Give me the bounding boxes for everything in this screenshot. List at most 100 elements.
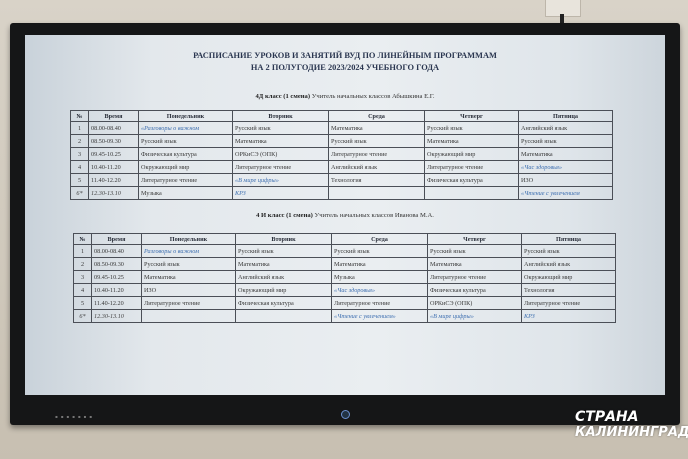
lesson-cell: Английский язык: [235, 270, 332, 284]
lesson-time: 12.30-13.10: [91, 309, 142, 323]
lesson-cell: Музыка: [331, 270, 428, 284]
display-buttons[interactable]: ▪▪▪▪▪▪▪: [55, 414, 95, 419]
table-row: 5 11.40-12.20 Литературное чтение «В мире ц…: [70, 173, 613, 187]
class-caption-2: 4 И класс (1 смена) Учитель начальных кл…: [25, 212, 665, 219]
header-row: № Время Понедельник Вторник Среда Четверг Пятн…: [73, 233, 616, 245]
column-header: Пятница: [518, 110, 613, 122]
lesson-cell: Русский язык: [232, 121, 329, 135]
table-row: 1 08.00-08.40 Разговоры о важном Русский яз…: [73, 244, 616, 258]
lesson-cell: [235, 309, 332, 323]
lesson-cell: ИЗО: [518, 173, 613, 187]
lesson-cell: Математика: [427, 257, 522, 271]
lesson-cell: Русский язык: [518, 134, 613, 148]
table-row: 4 10.40-11.20 Окружающий мир Литературное ч…: [70, 160, 613, 174]
column-header: Среда: [331, 233, 428, 245]
lesson-cell: Технология: [521, 283, 616, 297]
lesson-cell: Литературное чтение: [521, 296, 616, 310]
column-header: №: [73, 233, 92, 245]
lesson-number: 1: [73, 244, 92, 258]
lesson-time: 10.40-11.20: [91, 283, 142, 297]
table-row: 1 08.00-08.40 «Разговоры о важном Русский я…: [70, 121, 613, 135]
lesson-cell: Русский язык: [328, 134, 425, 148]
lesson-cell: Музыка: [138, 186, 233, 200]
lesson-number: 2: [73, 257, 92, 271]
lesson-cell: [141, 309, 236, 323]
table-row: 6* 12.30-13.10 «Чтение с увлечением» «В мир…: [73, 309, 616, 323]
lesson-time: 08.50-09.30: [88, 134, 139, 148]
teacher: Учитель начальных классов Абышкина Е.Г.: [311, 93, 435, 100]
logo-line-1: СТРАНА: [575, 409, 639, 425]
lesson-cell: «В мире цифры»: [232, 173, 329, 187]
table-row: 2 08.50-09.30 Русский язык Математика Матема…: [73, 257, 616, 271]
class-name: 4 И класс (1 смена): [256, 212, 313, 219]
lesson-cell: Технология: [328, 173, 425, 187]
lesson-cell: Окружающий мир: [424, 147, 519, 161]
lesson-cell: «В мире цифры»: [427, 309, 522, 323]
lesson-cell: Физическая культура: [424, 173, 519, 187]
table-row: 5 11.40-12.20 Литературное чтение Физическа…: [73, 296, 616, 310]
column-header: Вторник: [235, 233, 332, 245]
lesson-cell: КРЗ: [232, 186, 329, 200]
lesson-cell: Математика: [328, 121, 425, 135]
lesson-cell: ОРКиСЭ (ОПК): [427, 296, 522, 310]
lesson-cell: «Час здоровья»: [331, 283, 428, 297]
lesson-cell: Английский язык: [518, 121, 613, 135]
lesson-cell: Литературное чтение: [427, 270, 522, 284]
column-header: Время: [88, 110, 139, 122]
title-line-1: РАСПИСАНИЕ УРОКОВ И ЗАНЯТИЙ ВУД ПО ЛИНЕЙ…: [193, 51, 497, 60]
table-row: 6* 12.30-13.10 Музыка КРЗ «Чтение с увлечени…: [70, 186, 613, 200]
lesson-cell: Физическая культура: [427, 283, 522, 297]
teacher: Учитель начальных классов Иванова М.А.: [314, 212, 434, 219]
lesson-number: 5: [70, 173, 89, 187]
lesson-time: 08.00-08.40: [88, 121, 139, 135]
lesson-cell: Математика: [232, 134, 329, 148]
lesson-cell: Литературное чтение: [141, 296, 236, 310]
column-header: Четверг: [424, 110, 519, 122]
power-indicator: [341, 410, 350, 419]
lesson-number: 5: [73, 296, 92, 310]
lesson-cell: Литературное чтение: [328, 147, 425, 161]
lesson-number: 1: [70, 121, 89, 135]
column-header: Вторник: [232, 110, 329, 122]
column-header: Среда: [328, 110, 425, 122]
column-header: Понедельник: [141, 233, 236, 245]
column-header: Время: [91, 233, 142, 245]
lesson-number: 6*: [73, 309, 92, 323]
lesson-cell: Русский язык: [141, 257, 236, 271]
schedule-table-2: № Время Понедельник Вторник Среда Четверг Пятн…: [73, 233, 616, 323]
lesson-cell: Литературное чтение: [138, 173, 233, 187]
lesson-time: 09.45-10.25: [88, 147, 139, 161]
lesson-cell: Литературное чтение: [232, 160, 329, 174]
lesson-cell: Физическая культура: [235, 296, 332, 310]
class-name: 4Д класс (1 смена): [255, 93, 311, 100]
lesson-cell: [424, 186, 519, 200]
lesson-time: 08.50-09.30: [91, 257, 142, 271]
lesson-time: 11.40-12.20: [91, 296, 142, 310]
lesson-number: 4: [73, 283, 92, 297]
lesson-cell: Русский язык: [521, 244, 616, 258]
lesson-time: 09.45-10.25: [91, 270, 142, 284]
lesson-cell: Русский язык: [138, 134, 233, 148]
lesson-time: 10.40-11.20: [88, 160, 139, 174]
lesson-time: 08.00-08.40: [91, 244, 142, 258]
lesson-cell: Физическая культура: [138, 147, 233, 161]
lesson-cell: Русский язык: [235, 244, 332, 258]
lesson-number: 2: [70, 134, 89, 148]
table-row: 3 09.45-10.25 Физическая культура ОРКиСЭ (О…: [70, 147, 613, 161]
header-row: № Время Понедельник Вторник Среда Четверг Пятн…: [70, 110, 613, 122]
lesson-cell: ОРКиСЭ (ОПК): [232, 147, 329, 161]
lesson-cell: Английский язык: [328, 160, 425, 174]
lesson-number: 4: [70, 160, 89, 174]
lesson-time: 11.40-12.20: [88, 173, 139, 187]
lesson-cell: Русский язык: [424, 121, 519, 135]
lesson-cell: Математика: [235, 257, 332, 271]
lesson-cell: Математика: [141, 270, 236, 284]
column-header: №: [70, 110, 89, 122]
lesson-number: 3: [73, 270, 92, 284]
cable: [560, 14, 564, 24]
lesson-cell: «Чтение с увлечением: [518, 186, 613, 200]
column-header: Четверг: [427, 233, 522, 245]
lesson-cell: Окружающий мир: [521, 270, 616, 284]
lesson-cell: «Разговоры о важном: [138, 121, 233, 135]
schedule-title: РАСПИСАНИЕ УРОКОВ И ЗАНЯТИЙ ВУД ПО ЛИНЕЙ…: [25, 50, 665, 74]
